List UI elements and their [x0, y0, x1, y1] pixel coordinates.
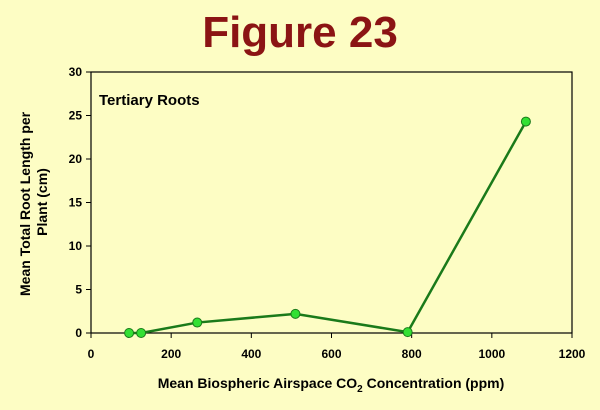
y-axis-label-line-1: Mean Total Root Length per	[17, 111, 33, 296]
y-axis-label: Mean Total Root Length per Plant (cm)	[17, 108, 50, 296]
x-tick-label: 1000	[478, 347, 505, 361]
y-tick-label: 10	[69, 239, 83, 253]
series-line	[129, 120, 527, 335]
series-layer	[124, 116, 531, 338]
x-axis-label-part-1: Mean Biospheric Airspace CO	[158, 375, 358, 391]
chart-subtitle: Tertiary Roots	[99, 92, 200, 109]
y-tick-label: 5	[75, 283, 82, 297]
data-point	[192, 317, 203, 328]
data-point	[290, 308, 301, 319]
x-axis: 0 200 400 600 800 1000 1200	[88, 333, 586, 361]
x-tick-label: 800	[402, 347, 422, 361]
x-axis-label: Mean Biospheric Airspace CO2 Concentrati…	[158, 375, 505, 395]
y-tick-label: 0	[75, 326, 82, 340]
x-tick-label: 200	[161, 347, 181, 361]
x-tick-label: 400	[241, 347, 261, 361]
figure-title: Figure 23	[202, 8, 398, 57]
plot-frame	[90, 71, 573, 334]
y-axis: 0 5 10 15 20 25 30	[69, 65, 91, 340]
data-point	[520, 116, 531, 127]
x-tick-label: 1200	[559, 347, 586, 361]
y-tick-label: 15	[69, 196, 83, 210]
data-point	[124, 328, 135, 338]
x-axis-label-subscript: 2	[357, 384, 363, 395]
x-tick-label: 600	[321, 347, 341, 361]
x-axis-label-part-2: Concentration (ppm)	[363, 375, 505, 391]
data-point	[136, 328, 147, 338]
y-tick-label: 30	[69, 65, 83, 79]
x-tick-label: 0	[88, 347, 95, 361]
y-tick-label: 20	[69, 152, 83, 166]
data-point	[402, 327, 413, 338]
y-tick-label: 25	[69, 109, 83, 123]
y-axis-label-line-2: Plant (cm)	[34, 168, 50, 236]
